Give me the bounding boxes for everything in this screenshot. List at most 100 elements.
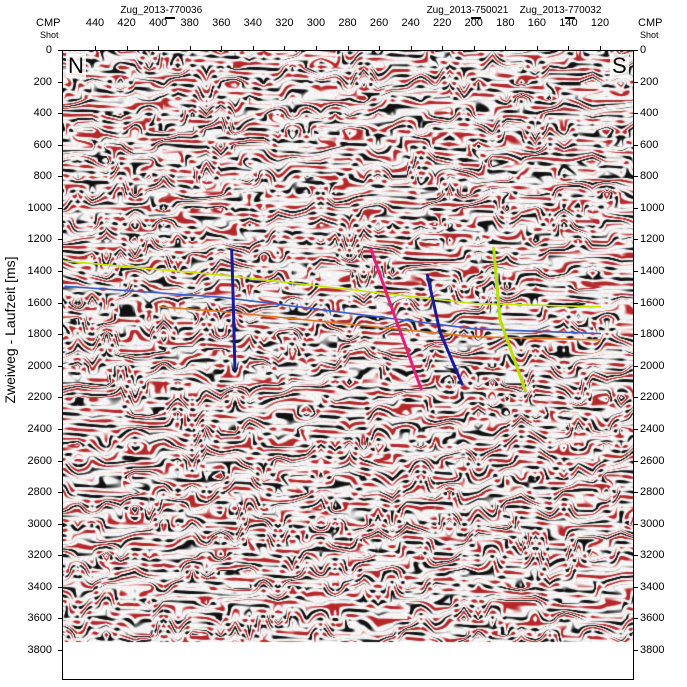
compass-north: N	[66, 53, 86, 78]
cmp-tick-label: 200	[464, 17, 483, 29]
cmp-tick-label: 140	[559, 17, 578, 29]
shot-label-right: Shot	[640, 30, 659, 40]
time-tick-label: 0	[640, 44, 647, 56]
cmp-tick-mark	[505, 46, 507, 50]
time-tick-mark	[58, 302, 62, 304]
cmp-tick-mark	[536, 46, 538, 50]
time-tick-mark	[58, 460, 62, 462]
time-tick-mark	[634, 81, 638, 83]
time-tick-mark	[58, 397, 62, 399]
time-tick-label: 1400	[640, 265, 665, 278]
time-tick-label: 3000	[27, 517, 52, 530]
cmp-tick-label: 380	[180, 17, 199, 29]
cmp-tick-mark	[315, 46, 317, 50]
time-tick-label: 2600	[27, 454, 52, 467]
time-tick-label: 200	[640, 75, 659, 88]
horizon-orange	[159, 305, 602, 341]
time-tick-label: 1000	[27, 201, 52, 214]
time-tick-label: 1200	[640, 233, 665, 246]
time-tick-label: 200	[33, 75, 52, 88]
time-tick-label: 3400	[27, 580, 52, 593]
time-tick-label: 2400	[27, 422, 52, 435]
time-tick-mark	[634, 176, 638, 178]
time-tick-label: 2600	[640, 454, 665, 467]
cmp-tick-mark	[95, 46, 96, 50]
time-tick-label: 2000	[640, 359, 665, 372]
cmp-tick-label: 240	[401, 17, 420, 29]
cmp-tick-mark	[379, 46, 381, 50]
time-tick-mark	[58, 365, 62, 367]
time-tick-label: 600	[33, 138, 52, 151]
cmp-label-right: CMP	[638, 17, 663, 29]
time-tick-label: 1400	[27, 265, 52, 278]
shot-point-label: Zug_2013-770032	[519, 5, 602, 16]
shot-point-marker	[564, 17, 575, 19]
horizon-blue	[64, 285, 602, 335]
cmp-tick-label: 420	[117, 17, 136, 29]
cmp-tick-label: 440	[85, 17, 105, 29]
time-tick-mark	[634, 492, 638, 494]
cmp-tick-mark	[568, 46, 570, 50]
cmp-label-left: CMP	[36, 17, 61, 29]
cmp-tick-label: 220	[433, 17, 452, 29]
time-tick-mark	[58, 81, 62, 83]
time-tick-mark	[58, 618, 62, 620]
fault-magenta	[369, 246, 423, 391]
cmp-tick-label: 300	[306, 17, 326, 29]
cmp-tick-mark	[600, 46, 601, 50]
time-tick-label: 1800	[27, 328, 52, 341]
horizon-yellow	[64, 260, 602, 308]
compass-south: S	[610, 53, 629, 78]
time-tick-label: 1200	[27, 233, 52, 246]
time-tick-mark	[58, 113, 62, 115]
cmp-tick-mark	[410, 46, 412, 50]
time-tick-mark	[634, 113, 638, 115]
cmp-tick-label: 340	[243, 17, 262, 29]
cmp-tick-mark	[347, 46, 349, 50]
time-tick-label: 1800	[640, 328, 665, 341]
time-tick-label: 400	[640, 107, 659, 120]
time-tick-label: 0	[45, 44, 52, 56]
time-tick-mark	[58, 650, 62, 651]
fault-yellowgreen	[492, 246, 527, 392]
time-tick-label: 3800	[640, 644, 665, 656]
time-tick-mark	[58, 50, 62, 51]
cmp-tick-mark	[221, 46, 223, 50]
time-tick-mark	[58, 144, 62, 146]
cmp-tick-label: 280	[338, 17, 357, 29]
cmp-tick-label: 320	[275, 17, 294, 29]
time-tick-mark	[58, 334, 62, 336]
time-tick-mark	[634, 271, 638, 273]
cmp-tick-label: 120	[590, 17, 610, 29]
interpretation-overlay	[64, 246, 602, 392]
shot-label-left: Shot	[40, 30, 59, 40]
cmp-tick-mark	[442, 46, 444, 50]
time-tick-mark	[634, 650, 638, 651]
time-tick-label: 2200	[27, 391, 52, 404]
time-tick-mark	[58, 207, 62, 209]
time-tick-mark	[634, 618, 638, 620]
time-tick-label: 3600	[640, 612, 665, 625]
time-tick-label: 2000	[27, 359, 52, 372]
time-tick-mark	[58, 428, 62, 430]
shot-point-label: Zug_2013-750021	[426, 5, 509, 16]
time-tick-mark	[58, 492, 62, 494]
time-tick-mark	[58, 239, 62, 241]
time-tick-label: 2800	[27, 486, 52, 499]
time-tick-label: 3000	[640, 517, 665, 530]
seismic-section	[62, 50, 634, 680]
time-tick-mark	[634, 50, 638, 51]
cmp-tick-label: 180	[496, 17, 515, 29]
cmp-tick-mark	[473, 46, 475, 50]
time-tick-mark	[58, 176, 62, 178]
time-tick-mark	[634, 302, 638, 304]
time-tick-label: 3200	[640, 549, 665, 562]
shot-point-label: Zug_2013-770036	[120, 5, 203, 16]
time-tick-label: 3400	[640, 580, 665, 593]
time-tick-mark	[634, 555, 638, 557]
time-tick-label: 1600	[640, 296, 665, 309]
cmp-tick-mark	[189, 46, 191, 50]
time-tick-mark	[634, 239, 638, 241]
time-tick-mark	[634, 207, 638, 209]
fault-blue-1	[230, 248, 237, 370]
